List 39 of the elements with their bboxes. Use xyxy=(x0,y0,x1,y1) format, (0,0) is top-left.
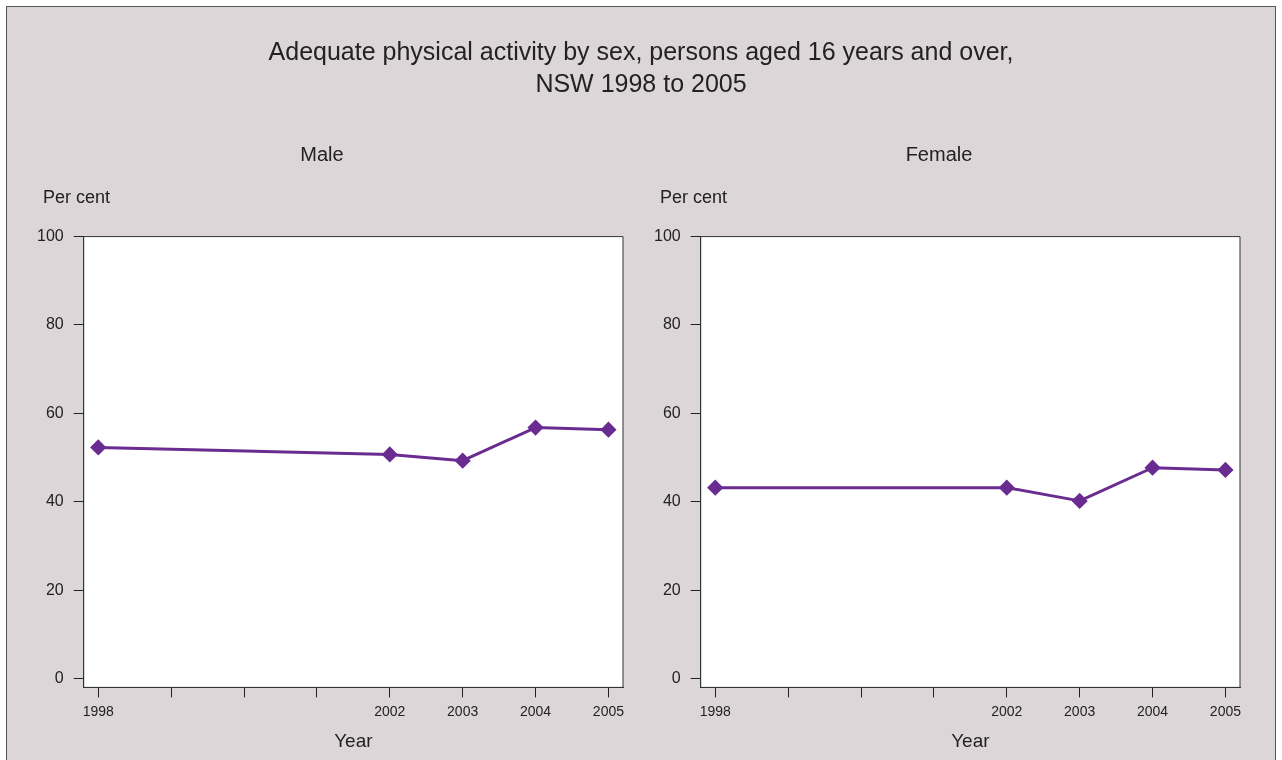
y-tick-label: 80 xyxy=(45,315,64,333)
y-tick-label: 100 xyxy=(653,227,681,245)
y-tick-label: 80 xyxy=(662,315,681,333)
y-tick-label: 100 xyxy=(36,227,64,245)
point xyxy=(90,439,106,455)
x-tick-label: 2005 xyxy=(1209,702,1242,719)
point xyxy=(600,422,616,438)
point xyxy=(528,420,544,436)
y-tick-label: 0 xyxy=(671,668,681,686)
y-tick-label: 20 xyxy=(45,580,64,598)
y-tick-label: 0 xyxy=(54,668,64,686)
y-axis-title: Per cent xyxy=(43,187,111,208)
x-tick-label: 2002 xyxy=(374,702,406,719)
y-axis-title: Per cent xyxy=(660,187,728,208)
point xyxy=(1217,462,1233,478)
y-tick-label: 40 xyxy=(662,492,681,510)
chart-title: Adequate physical activity by sex, persons aged 16 years and over, NSW 1998 to 2005 xyxy=(267,36,1015,99)
chart-title: Female xyxy=(904,143,974,166)
point xyxy=(1072,493,1088,509)
point xyxy=(382,446,398,462)
point xyxy=(707,480,723,496)
x-tick-label: 2003 xyxy=(447,702,479,719)
y-tick-label: 20 xyxy=(662,580,681,598)
x-axis-title: Year xyxy=(334,729,374,751)
x-tick-label: 2005 xyxy=(592,702,625,719)
y-tick-label: 60 xyxy=(45,403,64,421)
x-tick-label: 2004 xyxy=(519,702,552,719)
x-axis-title: Year xyxy=(951,729,991,751)
x-tick-label: 2004 xyxy=(1136,702,1169,719)
x-tick-label: 2002 xyxy=(991,702,1023,719)
x-tick-label: 1998 xyxy=(699,702,732,719)
y-tick-label: 40 xyxy=(45,492,64,510)
x-tick-label: 2003 xyxy=(1064,702,1096,719)
point xyxy=(999,480,1015,496)
point xyxy=(1145,460,1161,476)
y-tick-label: 60 xyxy=(662,403,681,421)
chart-subtitle: Male xyxy=(299,143,345,166)
point xyxy=(455,453,471,469)
x-tick-label: 1998 xyxy=(82,702,115,719)
